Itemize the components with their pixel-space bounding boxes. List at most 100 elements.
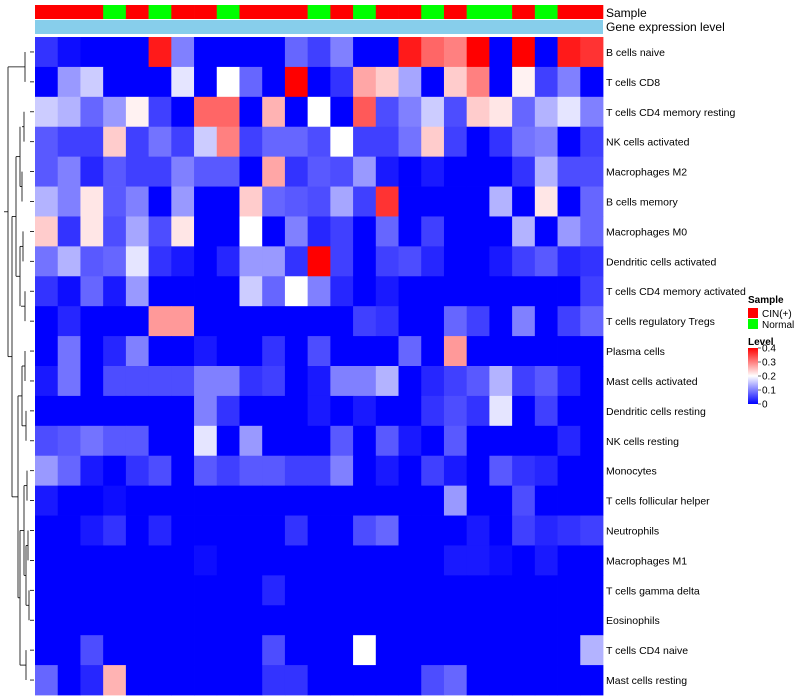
heatmap-cell [57, 276, 81, 307]
heatmap-cell [443, 66, 468, 98]
sample-cell [80, 5, 104, 19]
heatmap-cell [307, 186, 331, 217]
heatmap-cell [307, 485, 331, 516]
heatmap-cell [307, 96, 331, 128]
heatmap-cell [125, 216, 149, 247]
heatmap-cell [489, 66, 513, 98]
heatmap-cell [57, 366, 81, 397]
legend-level-tick-label: 0.4 [762, 344, 776, 355]
heatmap-cell [103, 96, 127, 128]
heatmap-cell [35, 156, 59, 187]
heatmap-cell [57, 425, 81, 457]
heatmap-cell [216, 126, 240, 158]
heatmap-cell [398, 455, 422, 487]
heatmap-cell [443, 515, 468, 546]
heatmap-cell [103, 395, 127, 427]
heatmap-cell [262, 186, 286, 217]
sample-cell [466, 5, 490, 19]
heatmap-cell [239, 186, 263, 217]
heatmap-cell [194, 336, 218, 367]
heatmap-cell [512, 276, 536, 307]
heatmap-cell [171, 425, 195, 457]
row-label: T cells CD4 memory activated [606, 286, 746, 298]
row-label: Mast cells activated [606, 376, 698, 388]
heatmap-cell [534, 425, 558, 457]
heatmap-cell [80, 216, 104, 247]
heatmap-cell [307, 605, 331, 636]
heatmap-cell [421, 455, 445, 487]
heatmap-cell [216, 276, 240, 307]
heatmap-cell [580, 605, 604, 636]
heatmap-cell [557, 605, 581, 636]
heatmap-cell [239, 336, 263, 367]
heatmap-cell [194, 665, 218, 696]
heatmap-cell [239, 425, 263, 457]
heatmap-cell [443, 395, 468, 427]
heatmap-cell [103, 515, 127, 546]
heatmap-cell [398, 126, 422, 158]
heatmap-cell [421, 276, 445, 307]
heatmap-cell [398, 156, 422, 187]
heatmap-cell [557, 306, 581, 337]
heatmap-cell [489, 665, 513, 696]
heatmap-cell [443, 156, 468, 187]
heatmap-cell [421, 395, 445, 427]
heatmap-cell [262, 246, 286, 277]
heatmap-cell [103, 216, 127, 247]
heatmap-cell [489, 186, 513, 217]
heatmap-cell [375, 186, 399, 217]
heatmap-cell [489, 156, 513, 187]
heatmap-cell [580, 425, 604, 457]
heatmap-cell [466, 186, 490, 217]
heatmap-cell [534, 605, 558, 636]
heatmap-cell [239, 665, 263, 696]
heatmap-cell [512, 66, 536, 98]
heatmap-cell [125, 575, 149, 606]
row-label: Macrophages M0 [606, 226, 687, 238]
heatmap-cell [534, 66, 558, 98]
heatmap-cell [375, 665, 399, 696]
heatmap-cell [489, 96, 513, 128]
heatmap-cell [398, 306, 422, 337]
heatmap-cell [194, 515, 218, 546]
heatmap-cell [171, 336, 195, 367]
heatmap-cell [194, 575, 218, 606]
heatmap-cell [421, 156, 445, 187]
heatmap-cell [57, 635, 81, 666]
heatmap-cell [398, 605, 422, 636]
heatmap-cell [239, 306, 263, 337]
row-label: Mast cells resting [606, 675, 687, 687]
heatmap-cell [466, 605, 490, 636]
heatmap-cell [284, 66, 309, 98]
heatmap-cell [57, 665, 81, 696]
heatmap-cell [194, 455, 218, 487]
heatmap-cell [148, 126, 172, 158]
heatmap-cell [557, 66, 581, 98]
heatmap-cell [57, 246, 81, 277]
row-dendrogram [4, 51, 34, 681]
heatmap-cell [375, 156, 399, 187]
heatmap-cell [466, 306, 490, 337]
row-label: B cells naive [606, 47, 665, 59]
heatmap-cell [489, 336, 513, 367]
sample-cell [125, 5, 149, 19]
heatmap-cell [103, 156, 127, 187]
heatmap-cell [262, 665, 286, 696]
sample-cell [557, 5, 581, 19]
heatmap-cell [284, 96, 309, 128]
heatmap-cell [80, 665, 104, 696]
heatmap-cell [103, 635, 127, 666]
legend-level-tick-label: 0.1 [762, 386, 776, 397]
sample-cell [103, 5, 127, 19]
heatmap-cell [125, 366, 149, 397]
heatmap-cell [171, 37, 195, 68]
legend-swatch [748, 319, 758, 329]
heatmap-cell [35, 635, 59, 666]
heatmap-cell [489, 395, 513, 427]
legend-sample-title: Sample [748, 295, 784, 306]
heatmap-cell [353, 126, 377, 158]
heatmap-cell [262, 545, 286, 576]
heatmap-cell [580, 336, 604, 367]
heatmap-cell [284, 575, 309, 606]
row-labels: B cells naive T cells CD8 T cells CD4 memo… [606, 47, 746, 687]
